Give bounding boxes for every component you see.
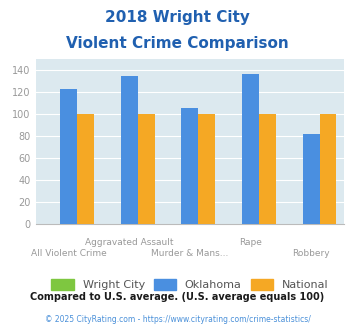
- Bar: [60, 89, 77, 224]
- Text: Aggravated Assault: Aggravated Assault: [85, 238, 174, 247]
- Bar: [320, 115, 337, 224]
- Text: Compared to U.S. average. (U.S. average equals 100): Compared to U.S. average. (U.S. average …: [31, 292, 324, 302]
- Text: Robbery: Robbery: [292, 249, 330, 258]
- Bar: [259, 115, 276, 224]
- Bar: [181, 108, 198, 224]
- Text: © 2025 CityRating.com - https://www.cityrating.com/crime-statistics/: © 2025 CityRating.com - https://www.city…: [45, 315, 310, 324]
- Text: Rape: Rape: [239, 238, 262, 247]
- Text: All Violent Crime: All Violent Crime: [31, 249, 107, 258]
- Bar: [138, 115, 155, 224]
- Bar: [77, 115, 94, 224]
- Bar: [121, 76, 138, 224]
- Bar: [302, 134, 320, 224]
- Bar: [242, 74, 259, 224]
- Legend: Wright City, Oklahoma, National: Wright City, Oklahoma, National: [47, 275, 333, 295]
- Bar: [198, 115, 215, 224]
- Text: Murder & Mans...: Murder & Mans...: [151, 249, 229, 258]
- Text: 2018 Wright City: 2018 Wright City: [105, 10, 250, 25]
- Text: Violent Crime Comparison: Violent Crime Comparison: [66, 36, 289, 51]
